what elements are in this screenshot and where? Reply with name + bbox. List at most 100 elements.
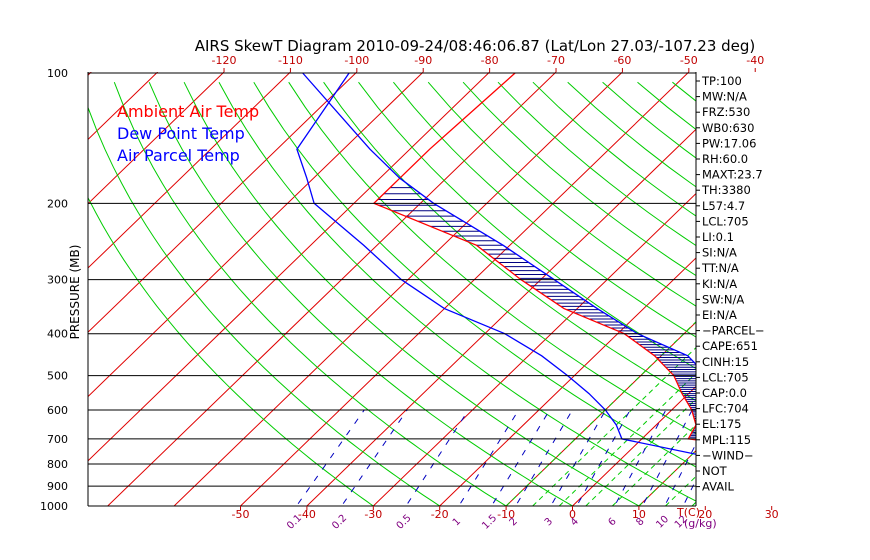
- panel-item: LCL:705: [702, 370, 749, 384]
- legend-dew-point-temp: Dew Point Temp: [117, 124, 245, 143]
- moist-adiabat-line: [585, 398, 696, 506]
- panel-item: LFC:704: [702, 402, 749, 416]
- pressure-tick-label: 100: [47, 67, 68, 80]
- isotherm-line: [88, 72, 291, 269]
- y-axis-label: PRESSURE (MB): [68, 245, 82, 340]
- panel-item: −PARCEL−: [702, 324, 764, 338]
- bottom-temperature-tick-label: -20: [431, 508, 449, 521]
- panel-item: LI:0.1: [702, 230, 734, 244]
- pressure-tick-label: 300: [47, 274, 68, 287]
- mixing-ratio-tick-label: 3: [543, 516, 555, 528]
- pressure-tick-label: 400: [47, 328, 68, 341]
- dry-adiabat-line: [218, 81, 696, 502]
- dry-adiabat-line: [323, 81, 696, 402]
- moist-adiabat-line: [638, 449, 696, 506]
- mixing-ratio-line: [614, 409, 667, 506]
- top-temperature-tick-label: -100: [344, 54, 369, 67]
- panel-item: RH:60.0: [702, 152, 748, 166]
- panel-item: MAXT:23.7: [702, 168, 763, 182]
- mixing-ratio-line: [641, 409, 693, 506]
- mixing-ratio-tick-label: 2: [508, 516, 520, 528]
- panel-item: LCL:705: [702, 214, 749, 228]
- mixing-ratio-tick-label: 10: [654, 514, 671, 531]
- bottom-temperature-tick-label: -30: [364, 508, 382, 521]
- bottom-temperature-tick-label: 0: [569, 508, 576, 521]
- bottom-temperature-tick-label: -40: [298, 508, 316, 521]
- bottom-temperature-tick-label: -10: [497, 508, 515, 521]
- mixing-ratio-line: [550, 409, 607, 506]
- moist-adiabat-line: [611, 424, 696, 506]
- top-temperature-tick-label: -40: [746, 54, 764, 67]
- dry-adiabat-line: [113, 82, 508, 506]
- dry-adiabat-line: [183, 81, 640, 506]
- panel-item: AVAIL: [702, 480, 735, 494]
- top-temperature-tick-label: -70: [547, 54, 565, 67]
- panel-item: CAPE:651: [702, 339, 758, 353]
- top-temperature-tick-label: -90: [414, 54, 432, 67]
- moist-adiabat-line: [665, 475, 696, 506]
- mixing-ratio-line: [458, 409, 520, 506]
- moist-adiabat-line: [798, 184, 870, 507]
- dry-adiabat-line: [393, 81, 696, 338]
- chart-title: AIRS SkewT Diagram 2010-09-24/08:46:06.8…: [195, 37, 756, 55]
- bottom-temperature-tick-label: 20: [698, 508, 712, 521]
- dry-adiabat-line: [427, 81, 696, 307]
- pressure-tick-label: 200: [47, 197, 68, 210]
- panel-item: PW:17.06: [702, 136, 756, 150]
- dry-adiabat-line: [358, 81, 696, 370]
- dry-adiabat-line: [88, 106, 441, 506]
- dry-adiabat-line: [253, 81, 696, 468]
- moist-adiabat-line: [772, 184, 870, 507]
- mixing-ratio-line: [810, 410, 853, 515]
- dry-adiabat-line: [88, 196, 375, 506]
- mixing-ratio-tick-label: 4: [569, 516, 581, 528]
- legend-air-parcel-temp: Air Parcel Temp: [117, 146, 240, 165]
- isotherm-line: [173, 72, 623, 506]
- pressure-tick-label: 800: [47, 458, 68, 471]
- top-temperature-tick-label: -120: [212, 54, 237, 67]
- isotherm-line: [505, 321, 696, 506]
- top-temperature-tick-label: -50: [680, 54, 698, 67]
- mixing-ratio-line: [490, 409, 551, 506]
- isobar-lines: [87, 72, 697, 507]
- cape-hatching: [377, 187, 696, 440]
- panel-item: WB0:630: [702, 121, 754, 135]
- legend: Ambient Air Temp Dew Point Temp Air Parc…: [117, 102, 259, 165]
- panel-item: MPL:115: [702, 433, 751, 447]
- panel-item: −WIND−: [702, 448, 754, 462]
- moist-adiabat-line: [558, 372, 696, 506]
- isotherm-line: [0, 72, 25, 506]
- isotherm-line: [107, 72, 557, 506]
- panel-item: CAP:0.0: [702, 386, 747, 400]
- moist-adiabat-line: [825, 184, 870, 507]
- panel-item: CINH:15: [702, 355, 749, 369]
- bottom-temperature-tick-label: 10: [632, 508, 646, 521]
- isotherm-line: [838, 72, 870, 506]
- isotherm-line: [88, 72, 225, 205]
- mixing-ratio-tick-label: 6: [606, 516, 618, 528]
- temperature-unit-label: T(C): [676, 506, 700, 519]
- isotherm-line: [88, 72, 424, 398]
- mixing-ratio-line: [295, 409, 365, 506]
- dry-adiabat-line: [847, 82, 870, 515]
- isotherm-line: [772, 72, 870, 506]
- isotherm-line: [88, 72, 490, 462]
- moist-adiabat-line: [505, 321, 696, 506]
- dry-adiabat-line: [742, 82, 870, 515]
- isotherm-line: [572, 385, 696, 506]
- dry-adiabat-line: [462, 81, 696, 277]
- panel-item: EL:175: [702, 417, 742, 431]
- diagram-background-lines: [0, 72, 870, 515]
- top-temperature-tick-label: -110: [278, 54, 303, 67]
- dry-adiabat-line: [288, 81, 696, 435]
- dry-adiabat-line: [777, 82, 870, 515]
- mixing-ratio-tick-label: 0.5: [395, 513, 414, 532]
- isotherm-line: [439, 257, 696, 506]
- pressure-tick-label: 600: [47, 404, 68, 417]
- dry-adiabat-line: [148, 81, 574, 506]
- mixing-ratio-line: [405, 409, 469, 506]
- isotherm-line: [240, 72, 690, 506]
- legend-ambient-air-temp: Ambient Air Temp: [117, 102, 259, 121]
